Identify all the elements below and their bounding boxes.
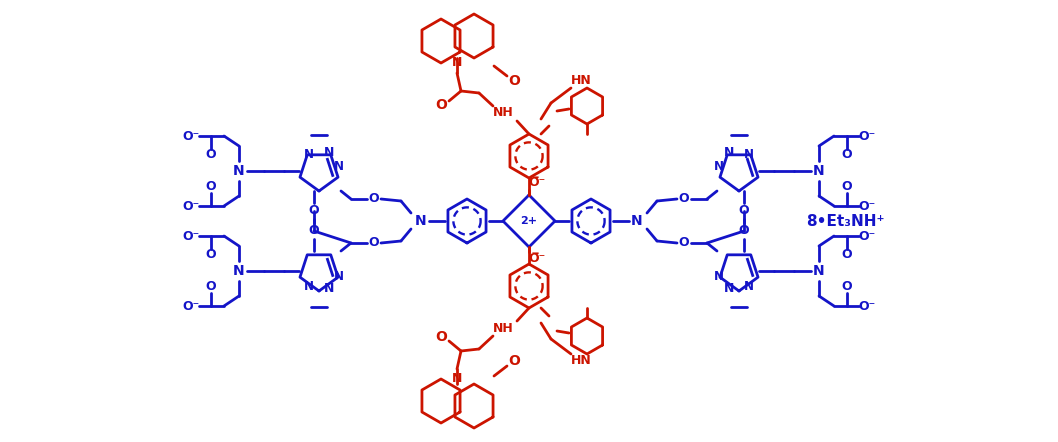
Text: 2+: 2+	[521, 216, 537, 226]
Text: O: O	[508, 354, 519, 368]
Text: N: N	[814, 264, 825, 278]
Text: O̅⁻: O̅⁻	[528, 252, 546, 266]
Text: O⁻: O⁻	[858, 229, 876, 243]
Text: O: O	[205, 180, 216, 194]
Text: O: O	[435, 98, 446, 112]
Text: NH: NH	[493, 107, 513, 119]
Text: N: N	[304, 281, 314, 293]
Text: O⁻: O⁻	[858, 130, 876, 142]
Text: HN: HN	[570, 75, 591, 88]
Text: N: N	[814, 164, 825, 178]
Text: HN: HN	[570, 354, 591, 367]
Text: O: O	[205, 281, 216, 293]
Text: N: N	[452, 57, 462, 69]
Text: N: N	[334, 160, 344, 172]
Text: O: O	[309, 225, 320, 237]
Text: O: O	[842, 248, 853, 262]
Text: N: N	[632, 214, 643, 228]
Text: N: N	[324, 282, 334, 296]
Text: N: N	[324, 146, 334, 160]
Text: O: O	[368, 193, 380, 206]
Text: O⁻: O⁻	[858, 199, 876, 213]
Text: N: N	[744, 281, 754, 293]
Text: N: N	[724, 146, 734, 160]
Text: O⁻: O⁻	[858, 300, 876, 312]
Text: N: N	[233, 264, 244, 278]
Text: O⁻: O⁻	[182, 199, 200, 213]
Text: N: N	[714, 270, 724, 282]
Text: N: N	[724, 282, 734, 296]
Text: O: O	[309, 205, 320, 217]
Text: O: O	[435, 330, 446, 344]
Text: O: O	[205, 149, 216, 161]
Text: N: N	[714, 160, 724, 172]
Text: N: N	[304, 149, 314, 161]
Text: O: O	[842, 180, 853, 194]
Text: O: O	[508, 74, 519, 88]
Text: O: O	[678, 193, 690, 206]
Text: O: O	[842, 281, 853, 293]
Text: N: N	[452, 373, 462, 385]
Text: 8•Et₃NH⁺: 8•Et₃NH⁺	[806, 213, 884, 229]
Text: O: O	[205, 248, 216, 262]
Text: O: O	[678, 236, 690, 249]
Text: O: O	[368, 236, 380, 249]
Text: N: N	[415, 214, 426, 228]
Text: O: O	[738, 205, 749, 217]
Text: N: N	[744, 149, 754, 161]
Text: O⁻: O⁻	[182, 229, 200, 243]
Text: O⁻: O⁻	[182, 130, 200, 142]
Text: O: O	[738, 225, 749, 237]
Text: N: N	[334, 270, 344, 282]
Text: O̅⁻: O̅⁻	[528, 176, 546, 190]
Text: O⁻: O⁻	[182, 300, 200, 312]
Text: N: N	[233, 164, 244, 178]
Text: NH: NH	[493, 323, 513, 335]
Text: O: O	[842, 149, 853, 161]
